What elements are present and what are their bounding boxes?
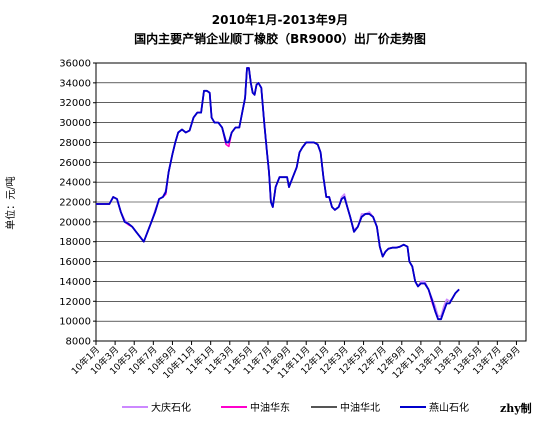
legend-label: 燕山石化 <box>429 401 469 414</box>
series-lines <box>96 67 460 321</box>
y-tick-label: 20000 <box>59 217 91 228</box>
y-tick-label: 22000 <box>59 198 91 209</box>
credit-text: zhy制 <box>500 401 532 415</box>
y-tick-label: 16000 <box>59 257 91 268</box>
chart-title-line1: 2010年1月-2013年9月 <box>212 12 348 27</box>
y-tick-label: 26000 <box>59 158 91 169</box>
y-tick-label: 32000 <box>59 98 91 109</box>
y-tick-label: 28000 <box>59 138 91 149</box>
grid-lines <box>96 82 526 322</box>
y-tick-label: 34000 <box>59 78 91 89</box>
y-tick-label: 36000 <box>59 59 91 70</box>
y-tick-label: 30000 <box>59 118 91 129</box>
y-tick-label: 10000 <box>59 317 91 328</box>
y-tick-label: 18000 <box>59 237 91 248</box>
series-line-1 <box>96 67 460 317</box>
y-axis-label: 单位：元/吨 <box>4 176 17 229</box>
x-axis-ticks: 10年1月10年3月10年5月10年7月10年9月10年11月11年1月11年3… <box>69 341 523 381</box>
y-tick-label: 24000 <box>59 178 91 189</box>
legend-label: 大庆石化 <box>151 401 191 414</box>
y-axis-ticks: 8000 10000 12000 14000 16000 18000 20000 22000 2… <box>59 59 96 348</box>
legend-label: 中油华东 <box>250 401 290 414</box>
legend: 大庆石化 中油华东 中油华北 燕山石化 <box>122 401 469 414</box>
chart-title-line2: 国内主要产销企业顺丁橡胶（BR9000）出厂价走势图 <box>134 31 426 46</box>
series-line-0 <box>96 67 460 321</box>
y-tick-label: 12000 <box>59 297 91 308</box>
y-tick-label: 14000 <box>59 277 91 288</box>
legend-label: 中油华北 <box>340 401 380 414</box>
y-tick-label: 8000 <box>66 337 91 348</box>
